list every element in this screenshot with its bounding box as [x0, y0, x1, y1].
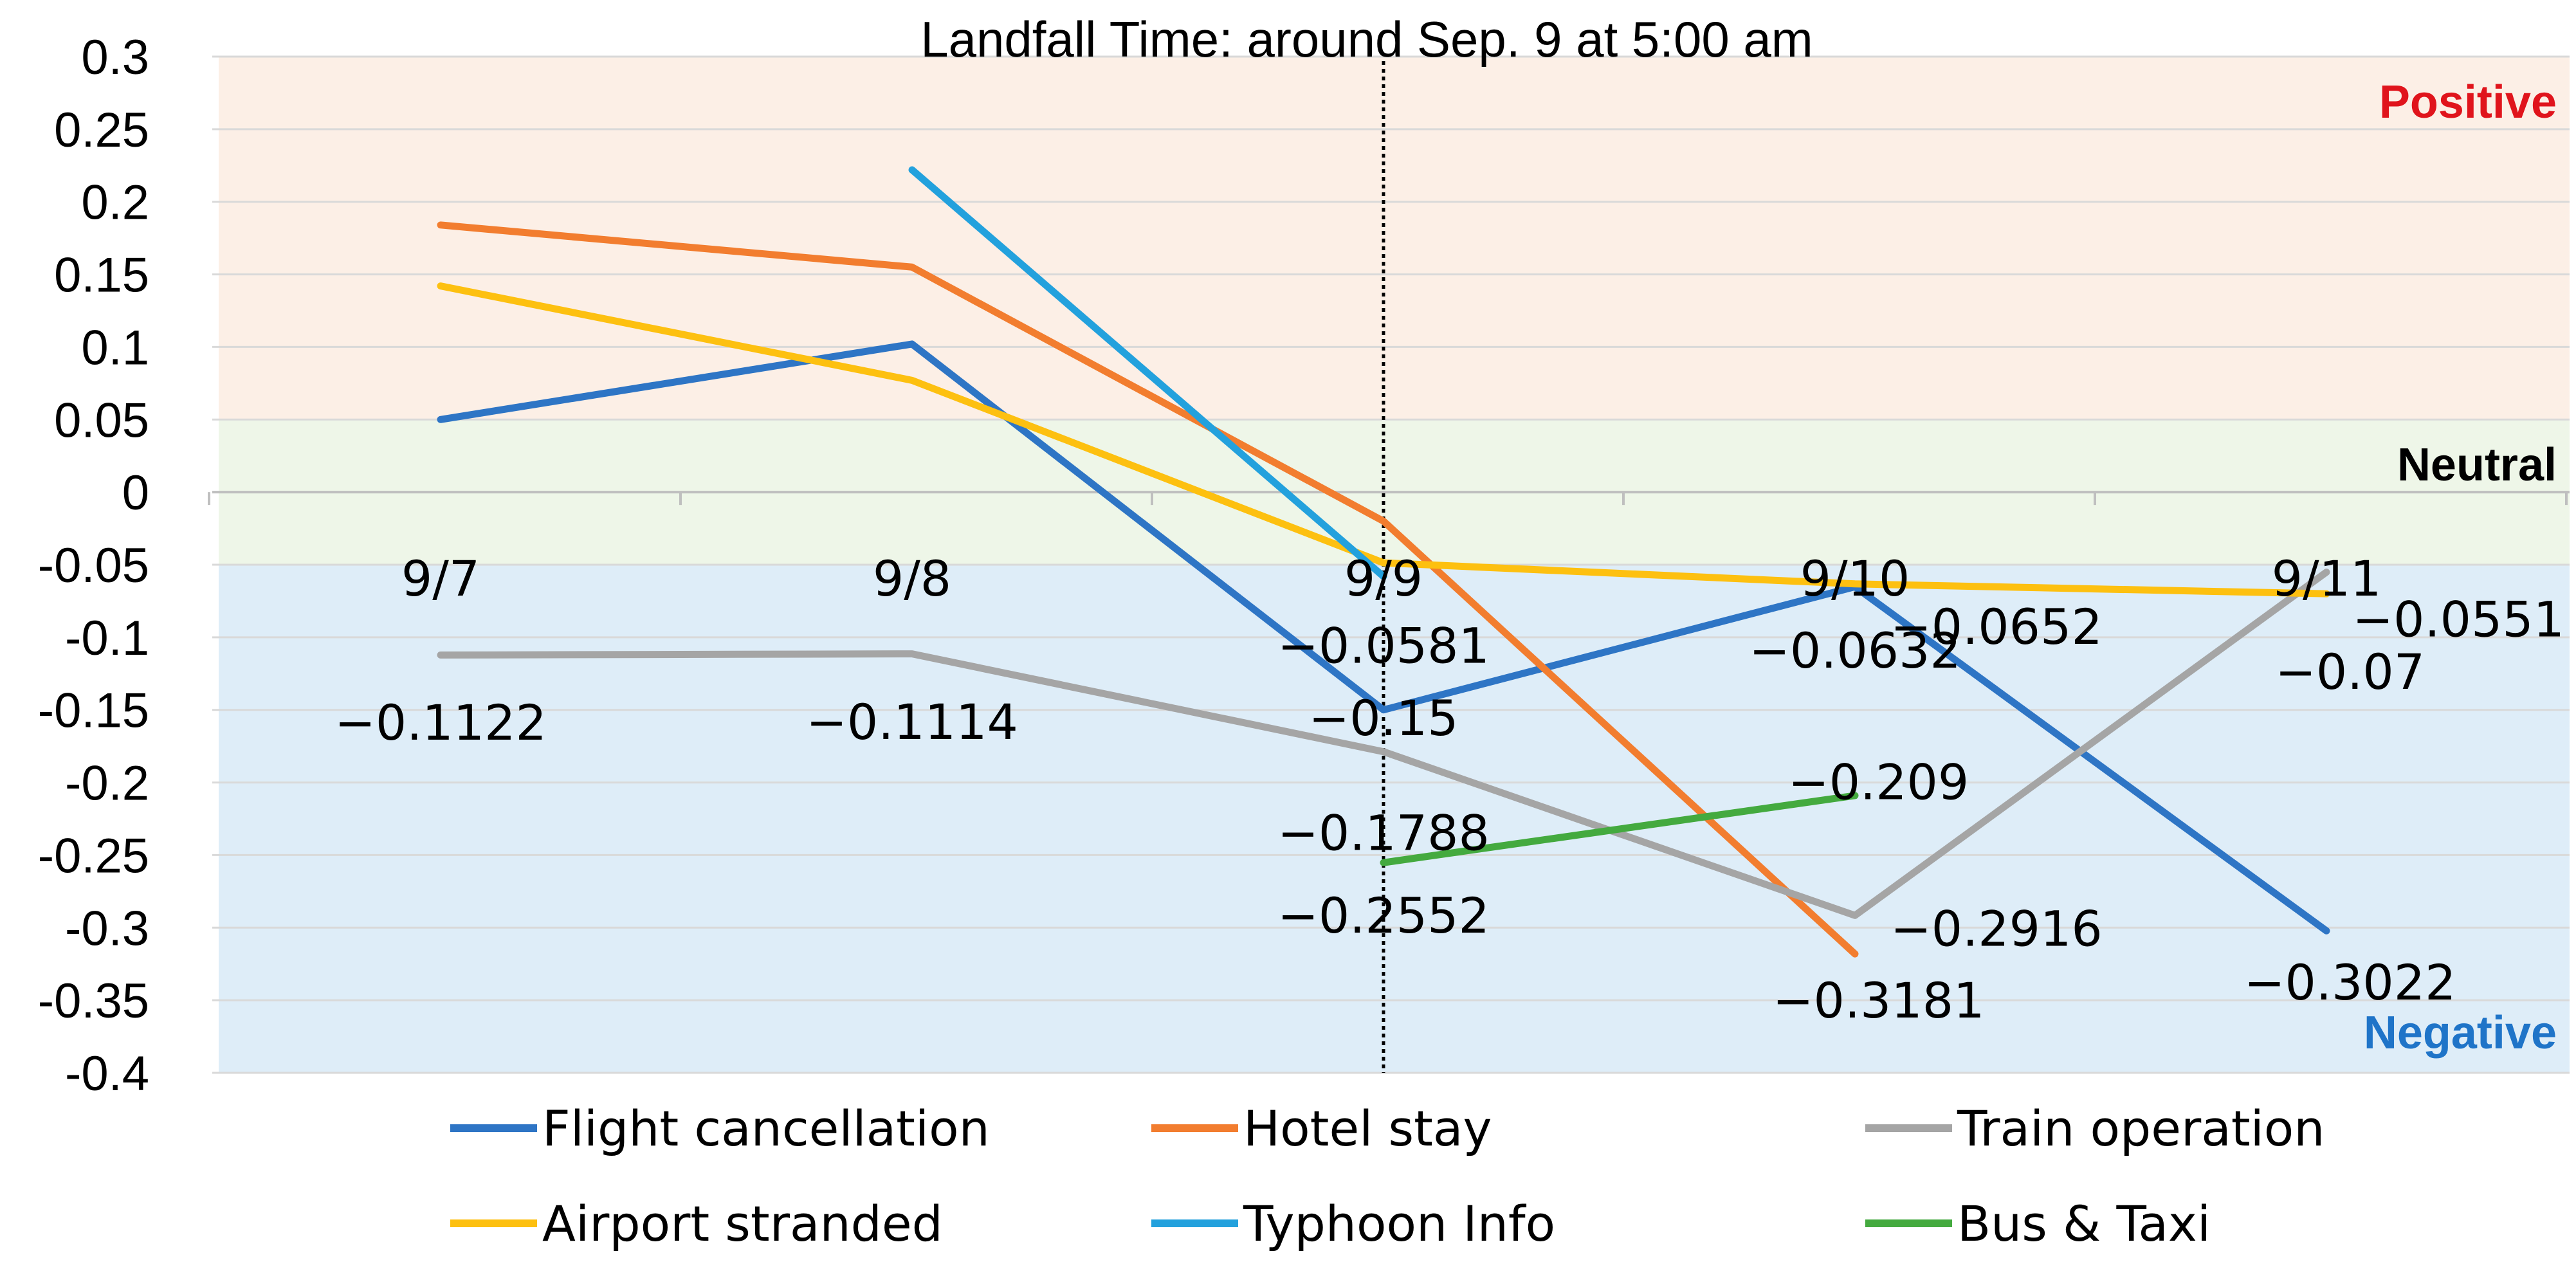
data-label: −0.07 [2275, 643, 2425, 700]
data-label: −0.0581 [1277, 617, 1490, 674]
data-label: −0.0652 [1890, 598, 2103, 655]
legend-label: Train operation [1957, 1100, 2325, 1157]
y-tick-label: -0.15 [38, 684, 149, 738]
legend-label: Typhoon Info [1243, 1195, 1555, 1252]
data-label: −0.2552 [1277, 887, 1490, 944]
y-tick-label: 0.1 [81, 320, 149, 375]
x-category-label: 9/11 [2272, 550, 2382, 607]
y-tick-label: 0 [122, 466, 149, 520]
legend-item-airport-stranded: Airport stranded [450, 1195, 943, 1252]
series-line-hotel-stay [437, 221, 1859, 958]
zone-label-negative: Negative [2364, 1007, 2557, 1059]
y-tick-label: -0.1 [65, 611, 149, 666]
y-tick-label: 0.05 [54, 393, 149, 448]
y-tick-label: 0.15 [54, 248, 149, 303]
legend: Flight cancellation Hotel stay Train opera… [450, 1100, 2325, 1252]
y-tick-label: -0.35 [38, 974, 149, 1028]
y-tick-label: 0.2 [81, 176, 149, 230]
series-line-bus-taxi [1380, 792, 1859, 866]
series-line-flight-cancellation [437, 340, 2330, 935]
data-labels: −0.1122 −0.1114 −0.0581 −0.15 −0.1788 −0.2552… [334, 591, 2564, 1029]
data-label: −0.3181 [1773, 972, 1985, 1029]
legend-label: Bus & Taxi [1957, 1195, 2211, 1252]
legend-label: Airport stranded [542, 1195, 943, 1252]
y-tick-label: -0.3 [65, 901, 149, 956]
legend-label: Hotel stay [1243, 1100, 1492, 1157]
y-tick-label: -0.25 [38, 828, 149, 883]
y-tick-label: -0.05 [38, 538, 149, 593]
legend-item-typhoon-info: Typhoon Info [1151, 1195, 1555, 1252]
data-label: −0.15 [1309, 689, 1459, 747]
series-line-typhoon-info [908, 166, 1387, 580]
legend-label: Flight cancellation [542, 1100, 990, 1157]
data-label: −0.3022 [2244, 954, 2456, 1011]
data-label: −0.0632 [1749, 622, 1961, 679]
category-labels: 9/7 9/8 9/9 9/10 9/11 [401, 550, 2381, 607]
data-label: −0.209 [1788, 753, 1969, 810]
axes: 0.3 0.25 0.2 0.15 0.1 0.05 0 -0.05 -0.1 -0.15 -0.2… [38, 30, 2570, 1101]
zone-label-neutral: Neutral [2397, 439, 2557, 491]
x-category-label: 9/8 [873, 550, 951, 607]
legend-item-train-operation: Train operation [1865, 1100, 2325, 1157]
y-tick-label: -0.2 [65, 756, 149, 811]
x-category-label: 9/7 [401, 550, 480, 607]
series-line-airport-stranded [437, 282, 2330, 598]
legend-item-flight-cancellation: Flight cancellation [450, 1100, 990, 1157]
data-label: −0.0551 [2352, 591, 2564, 648]
x-category-label: 9/9 [1344, 550, 1423, 607]
y-tick-label: 0.25 [54, 103, 149, 158]
x-category-label: 9/10 [1800, 550, 1910, 607]
legend-item-bus-taxi: Bus & Taxi [1865, 1195, 2211, 1252]
zone-label-positive: Positive [2379, 77, 2557, 128]
data-label: −0.1788 [1277, 804, 1490, 861]
y-tick-label: 0.3 [81, 30, 149, 85]
data-label: −0.1114 [806, 693, 1018, 751]
y-tick-label: -0.4 [65, 1046, 149, 1101]
data-label: −0.2916 [1890, 900, 2103, 957]
legend-item-hotel-stay: Hotel stay [1151, 1100, 1492, 1157]
data-label: −0.1122 [334, 694, 547, 751]
series-line-train-operation [437, 569, 2330, 919]
series-lines [437, 166, 2330, 958]
chart-title: Landfall Time: around Sep. 9 at 5:00 am [920, 11, 1813, 68]
